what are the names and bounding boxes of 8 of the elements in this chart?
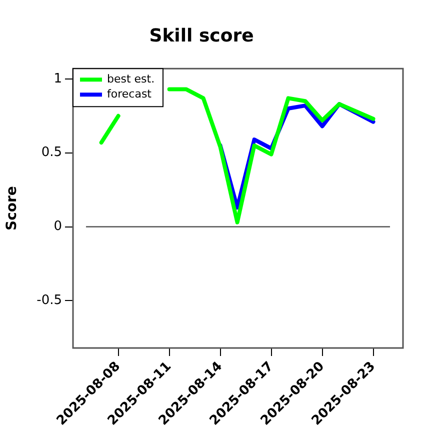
y-tick-label: 0.5 [41, 145, 62, 160]
chart-title: Skill score [149, 25, 254, 46]
legend-label: forecast [107, 87, 152, 100]
y-tick-label: -0.5 [36, 293, 62, 308]
y-tick-label: 1 [54, 71, 62, 86]
y-axis-title: Score [4, 186, 20, 231]
y-tick-label: 0 [54, 219, 62, 234]
legend-label: best est. [107, 72, 155, 86]
